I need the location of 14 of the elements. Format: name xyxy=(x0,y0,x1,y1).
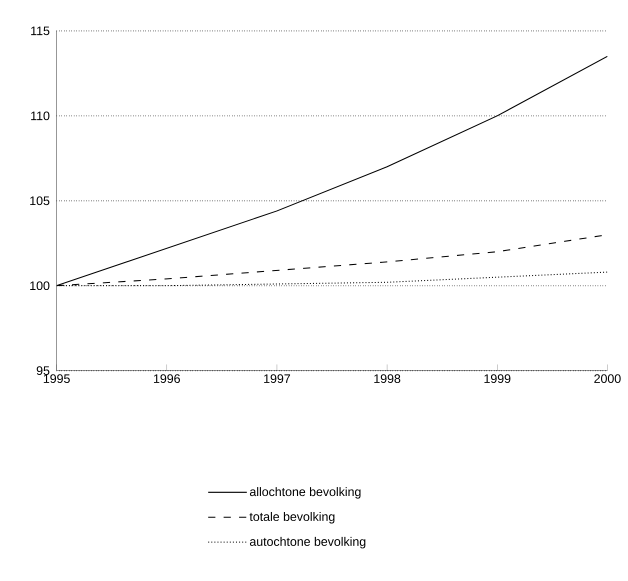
y-tick-label: 110 xyxy=(31,112,50,120)
y-tick-label: 115 xyxy=(31,26,50,36)
x-tick-label: 2000 xyxy=(594,374,621,384)
x-tick-label: 1996 xyxy=(154,374,180,384)
x-tick-label: 1995 xyxy=(44,374,70,384)
x-tick-label: 1999 xyxy=(484,374,510,384)
x-tick-label: 1998 xyxy=(374,374,400,384)
y-tick-label: 95 xyxy=(36,366,50,376)
legend-label: allochtone bevolking xyxy=(250,487,361,499)
y-tick-label: 105 xyxy=(30,196,50,206)
legend-label: totale bevolking xyxy=(250,512,334,524)
y-tick-label: 100 xyxy=(30,281,50,290)
legend-label: autochtone bevolking xyxy=(250,537,366,549)
x-tick-label: 1997 xyxy=(264,374,290,384)
